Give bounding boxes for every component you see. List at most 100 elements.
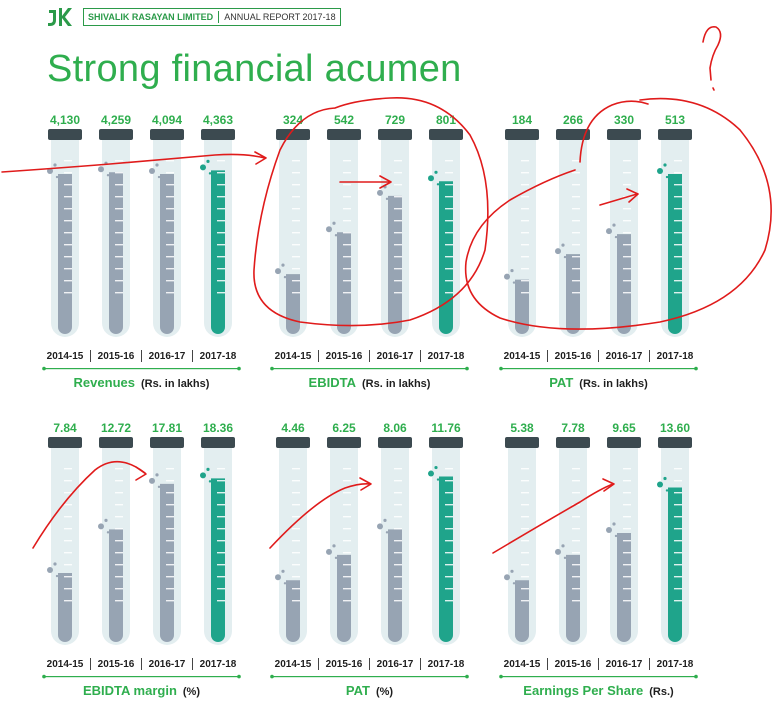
graduation-mark (292, 184, 300, 186)
graduation-mark (623, 268, 631, 270)
graduation-mark (115, 208, 123, 210)
graduation-mark (674, 540, 682, 542)
graduation-mark (572, 480, 580, 482)
bubble (428, 175, 434, 182)
baseline-dot (465, 366, 469, 371)
graduation-mark (115, 172, 123, 174)
year-label: 2014-15 (504, 659, 541, 670)
bubble (332, 544, 336, 548)
graduation-mark (521, 232, 529, 234)
graduation-mark (343, 492, 351, 494)
tube-cap (505, 129, 539, 140)
graduation-mark (521, 292, 529, 294)
bubble (510, 569, 514, 573)
graduation-mark (217, 588, 225, 590)
year-label: 2015-16 (98, 659, 135, 670)
year-label: 2014-15 (47, 659, 84, 670)
graduation-mark (292, 492, 300, 494)
graduation-mark (572, 196, 580, 198)
bubble (334, 234, 338, 237)
value-label: 330 (614, 113, 634, 127)
value-label: 17.81 (152, 421, 182, 435)
bubble (104, 518, 108, 522)
graduation-mark (217, 220, 225, 222)
tube-cap (556, 129, 590, 140)
graduation-mark (166, 244, 174, 246)
graduation-mark (292, 232, 300, 234)
bubble (665, 175, 669, 179)
graduation-mark (521, 184, 529, 186)
graduation-mark (64, 576, 72, 578)
chart-title: PAT (Rs. in lakhs) (549, 375, 648, 390)
year-label: 2014-15 (275, 659, 312, 670)
bubble (663, 163, 667, 167)
tube-cap (99, 129, 133, 140)
graduation-mark (343, 208, 351, 210)
graduation-mark (292, 588, 300, 590)
graduation-mark (166, 600, 174, 602)
graduation-mark (394, 540, 402, 542)
year-divider (649, 350, 650, 362)
graduation-mark (292, 564, 300, 566)
graduation-mark (217, 528, 225, 530)
bar-fill (617, 532, 631, 642)
chart-title-unit: (%) (376, 686, 393, 698)
graduation-mark (572, 552, 580, 554)
bar-fill (337, 232, 351, 334)
year-divider (420, 658, 421, 670)
year-divider (649, 658, 650, 670)
year-label: 2016-17 (149, 659, 186, 670)
tube-cap (505, 437, 539, 448)
baseline (272, 368, 467, 370)
chart-5: 4.46 2014-15 6.25 2015-16 8.06 2016-17 11.76 20… (270, 421, 469, 698)
value-label: 729 (385, 113, 405, 127)
graduation-mark (521, 244, 529, 246)
graduation-mark (445, 160, 453, 162)
bubble (612, 223, 616, 227)
graduation-mark (115, 492, 123, 494)
bubble (106, 531, 110, 534)
year-divider (369, 350, 370, 362)
graduation-mark (572, 576, 580, 578)
bubble (149, 168, 155, 175)
graduation-mark (445, 504, 453, 506)
graduation-mark (115, 564, 123, 566)
chart-title-unit: (Rs. in lakhs) (362, 378, 431, 390)
graduation-mark (674, 564, 682, 566)
bar-fill (617, 234, 631, 334)
bubble (657, 481, 663, 488)
baseline-dot (237, 674, 241, 679)
value-label: 513 (665, 113, 685, 127)
bubble (606, 228, 612, 235)
graduation-mark (572, 232, 580, 234)
graduation-mark (521, 504, 529, 506)
tube-cap (48, 129, 82, 140)
bubble (55, 574, 59, 578)
baseline-dot (499, 674, 503, 679)
bubble (106, 174, 110, 177)
graduation-mark (115, 268, 123, 270)
graduation-mark (572, 244, 580, 246)
graduation-mark (115, 480, 123, 482)
graduation-mark (394, 528, 402, 530)
graduation-mark (394, 480, 402, 482)
graduation-mark (674, 184, 682, 186)
value-label: 11.76 (431, 421, 461, 435)
graduation-mark (166, 552, 174, 554)
year-divider (318, 350, 319, 362)
graduation-mark (292, 220, 300, 222)
bar-fill (58, 174, 72, 334)
graduation-mark (292, 600, 300, 602)
value-label: 4.46 (281, 421, 305, 435)
year-label: 2016-17 (377, 659, 414, 670)
graduation-mark (343, 256, 351, 258)
year-label: 2015-16 (555, 659, 592, 670)
graduation-mark (115, 468, 123, 470)
value-label: 13.60 (660, 421, 690, 435)
bubble (200, 472, 206, 479)
bubble (47, 168, 53, 175)
bubble (283, 582, 287, 585)
graduation-mark (394, 564, 402, 566)
graduation-mark (394, 232, 402, 234)
graduation-mark (521, 208, 529, 210)
